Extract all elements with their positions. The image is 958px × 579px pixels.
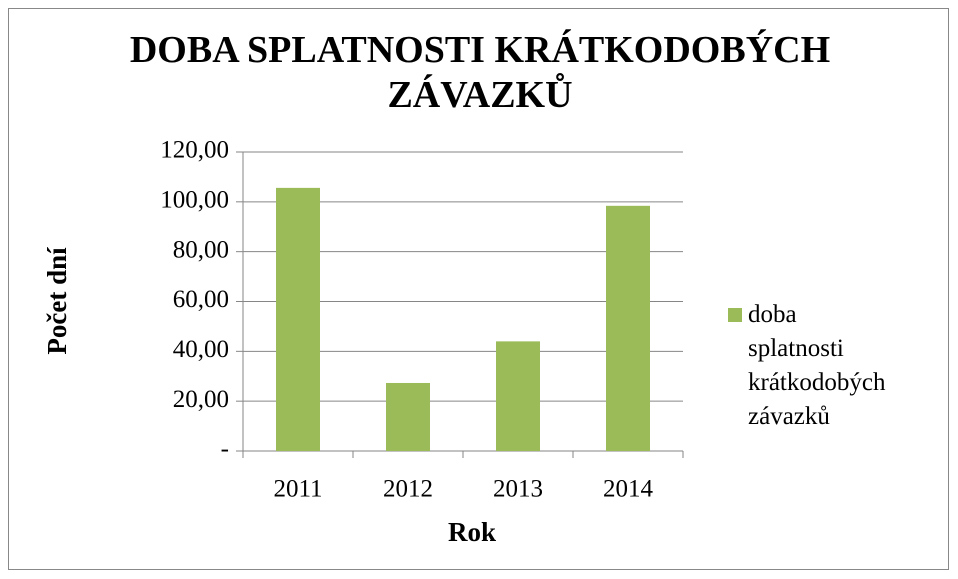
legend-swatch <box>728 308 742 322</box>
bar <box>276 187 320 451</box>
bar <box>606 205 650 451</box>
x-tick-label: 2012 <box>383 476 433 503</box>
bar <box>496 341 540 451</box>
x-tick-label: 2013 <box>493 476 543 503</box>
y-tick-label: 100,00 <box>160 187 229 214</box>
y-tick-label: 80,00 <box>173 236 229 263</box>
chart-border <box>8 8 949 570</box>
chart-title: DOBA SPLATNOSTI KRÁTKODOBÝCH ZÁVAZKŮ <box>129 29 831 116</box>
y-tick-label: - <box>221 436 229 463</box>
y-tick-label: 120,00 <box>160 137 229 164</box>
x-tick-label: 2011 <box>273 476 322 503</box>
x-tick-label: 2014 <box>603 476 654 503</box>
y-tick-label: 60,00 <box>173 286 229 313</box>
bar <box>386 382 430 451</box>
legend: doba splatnosti krátkodobých závazků <box>728 298 898 434</box>
x-axis-label: Rok <box>448 517 496 547</box>
legend-label: doba splatnosti krátkodobých závazků <box>748 301 886 430</box>
y-axis-label: Počet dní <box>42 247 72 355</box>
y-tick-label: 40,00 <box>173 336 229 363</box>
y-tick-label: 20,00 <box>173 386 229 413</box>
